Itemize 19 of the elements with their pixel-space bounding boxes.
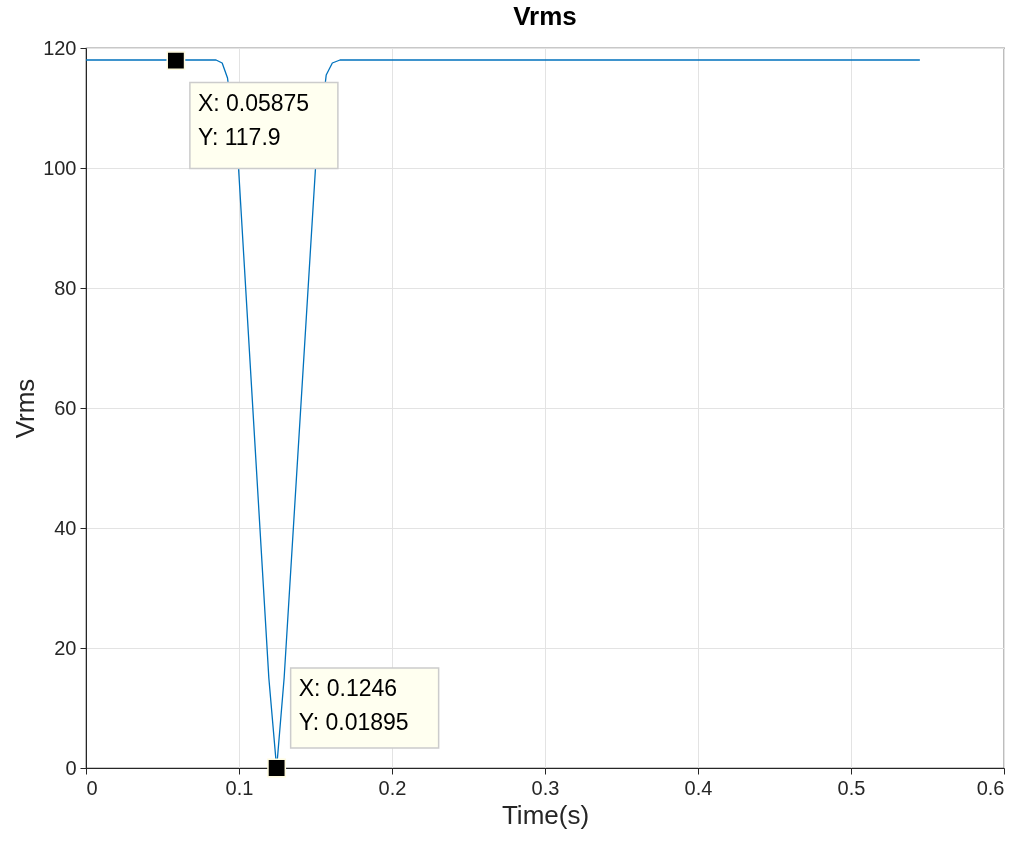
x-tick-label: 0.4 bbox=[684, 776, 713, 799]
x-tick-label: 0 bbox=[86, 776, 98, 799]
y-tick-label: 40 bbox=[54, 516, 77, 539]
x-tick-label: 0.2 bbox=[378, 776, 407, 799]
annotation: X: 0.05875 Y: 117.9 bbox=[197, 89, 310, 150]
y-tick-label: 20 bbox=[54, 636, 77, 659]
x-tick-label: 0.1 bbox=[225, 776, 254, 799]
x-tick-label: 0.6 bbox=[976, 776, 1005, 799]
x-tick-label: 0.3 bbox=[531, 776, 560, 799]
x-tick-label: 0.5 bbox=[837, 776, 866, 799]
y-tick-label: 80 bbox=[54, 276, 77, 299]
x-axis-title: Time(s) bbox=[501, 799, 590, 830]
y-tick-label: 60 bbox=[54, 396, 77, 419]
y-tick-label: 0 bbox=[65, 756, 77, 779]
y-tick-label: 120 bbox=[43, 36, 77, 59]
y-axis-title: Vrms bbox=[10, 378, 41, 439]
y-tick-label: 100 bbox=[43, 156, 77, 179]
chart-title: Vrms bbox=[513, 1, 577, 31]
annotation: X: 0.1246 Y: 0.01895 bbox=[298, 674, 409, 735]
